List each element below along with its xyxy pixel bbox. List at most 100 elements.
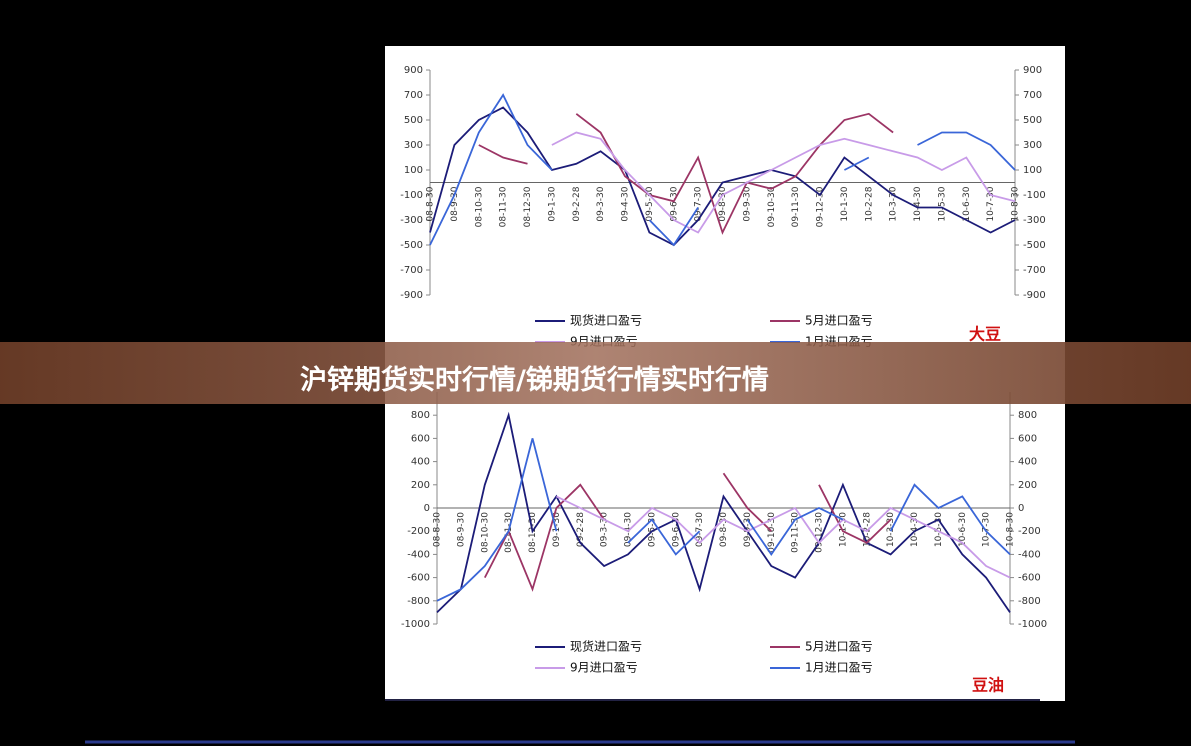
x-tick-label: 09-11-30 <box>791 512 801 553</box>
series-line <box>551 131 1016 234</box>
y-tick-label: -600 <box>407 573 430 584</box>
y2-tick-label: -100 <box>1023 190 1046 201</box>
y-tick-label: -100 <box>400 190 423 201</box>
x-tick-label: 09-10-30 <box>767 512 777 553</box>
x-tick-label: 09-7-30 <box>694 186 704 221</box>
y2-tick-label: -900 <box>1023 290 1046 301</box>
y-tick-label: -700 <box>400 265 423 276</box>
y2-tick-label: -800 <box>1018 596 1041 607</box>
x-tick-label: 09-9-30 <box>743 512 753 547</box>
y2-tick-label: 900 <box>1023 65 1042 76</box>
x-tick-label: 08-9-30 <box>456 512 466 547</box>
y2-tick-label: -600 <box>1018 573 1041 584</box>
x-tick-label: 09-10-30 <box>767 186 777 227</box>
banner-title: 沪锌期货实时行情/锑期货行情实时行情 <box>300 365 769 396</box>
x-tick-label: 10-1-30 <box>840 186 850 221</box>
chart-annotation: 豆油 <box>972 676 1004 695</box>
y-tick-label: -500 <box>400 240 423 251</box>
y-tick-label: 200 <box>411 480 430 491</box>
y-tick-label: -900 <box>400 290 423 301</box>
y2-tick-label: -500 <box>1023 240 1046 251</box>
y-tick-label: 800 <box>411 410 430 421</box>
x-tick-label: 10-2-28 <box>864 186 874 221</box>
series-line <box>436 411 1011 614</box>
x-tick-label: 10-8-30 <box>1006 512 1016 547</box>
x-tick-label: 09-6-30 <box>671 512 681 547</box>
y2-tick-label: -1000 <box>1018 619 1047 630</box>
x-tick-label: 08-12-30 <box>528 512 538 553</box>
series-line <box>429 93 1016 247</box>
x-tick-label: 08-8-30 <box>433 512 443 547</box>
series-line <box>556 495 1011 579</box>
x-tick-label: 09-1-30 <box>547 186 557 221</box>
x-tick-label: 08-10-30 <box>474 186 484 227</box>
y-tick-label: 100 <box>404 165 423 176</box>
chart-annotation: 大豆 <box>969 325 1001 344</box>
x-tick-label: 08-11-30 <box>499 186 509 227</box>
y2-tick-label: 700 <box>1023 90 1042 101</box>
banner: 沪锌期货实时行情/锑期货行情实时行情 <box>0 342 1191 404</box>
x-tick-label: 09-2-28 <box>572 186 582 221</box>
y2-tick-label: 800 <box>1018 410 1037 421</box>
x-tick-label: 08-12-30 <box>523 186 533 227</box>
y-tick-label: 400 <box>411 457 430 468</box>
x-tick-label: 09-6-30 <box>669 186 679 221</box>
x-tick-label: 10-7-30 <box>982 512 992 547</box>
x-tick-label: 09-4-30 <box>621 186 631 221</box>
x-tick-label: 09-2-28 <box>576 512 586 547</box>
x-tick-label: 09-4-30 <box>624 512 634 547</box>
y-tick-label: 300 <box>404 140 423 151</box>
x-tick-label: 10-8-30 <box>1011 186 1021 221</box>
x-tick-label: 08-8-30 <box>426 186 436 221</box>
x-tick-label: 09-12-30 <box>816 186 826 227</box>
y-tick-label: -800 <box>407 596 430 607</box>
y2-tick-label: 200 <box>1018 480 1037 491</box>
x-tick-label: 09-8-30 <box>719 512 729 547</box>
y2-tick-label: -700 <box>1023 265 1046 276</box>
x-tick-label: 09-3-30 <box>600 512 610 547</box>
y-tick-label: -1000 <box>401 619 430 630</box>
x-tick-label: 09-5-30 <box>647 512 657 547</box>
y2-tick-label: 400 <box>1018 457 1037 468</box>
x-tick-label: 10-4-30 <box>910 512 920 547</box>
x-tick-label: 10-7-30 <box>986 186 996 221</box>
legend-label: 9月进口盈亏 <box>570 661 638 675</box>
x-tick-label: 10-1-30 <box>838 512 848 547</box>
y2-tick-label: 300 <box>1023 140 1042 151</box>
x-tick-label: 10-4-30 <box>913 186 923 221</box>
legend-label: 1月进口盈亏 <box>805 661 873 675</box>
x-tick-label: 09-11-30 <box>791 186 801 227</box>
y2-tick-label: -200 <box>1018 526 1041 537</box>
y-tick-label: 0 <box>424 503 430 514</box>
x-tick-label: 09-9-30 <box>742 186 752 221</box>
y2-tick-label: -400 <box>1018 549 1041 560</box>
x-tick-label: 09-7-30 <box>695 512 705 547</box>
x-tick-label: 09-8-30 <box>718 186 728 221</box>
x-tick-label: 09-12-30 <box>815 512 825 553</box>
legend-label: 5月进口盈亏 <box>805 314 873 328</box>
y-tick-label: -400 <box>407 549 430 560</box>
legend-label: 现货进口盈亏 <box>570 313 642 328</box>
y-tick-label: 900 <box>404 65 423 76</box>
x-tick-label: 08-9-30 <box>450 186 460 221</box>
x-tick-label: 09-3-30 <box>596 186 606 221</box>
series-line <box>429 106 1016 247</box>
x-tick-label: 10-2-28 <box>862 512 872 547</box>
y-tick-label: -200 <box>407 526 430 537</box>
y2-tick-label: -300 <box>1023 215 1046 226</box>
x-tick-label: 10-6-30 <box>962 186 972 221</box>
y-tick-label: 600 <box>411 433 430 444</box>
legend-label: 5月进口盈亏 <box>805 640 873 654</box>
x-tick-label: 10-5-30 <box>934 512 944 547</box>
y-tick-label: 700 <box>404 90 423 101</box>
x-tick-label: 10-3-30 <box>889 186 899 221</box>
y-tick-label: -300 <box>400 215 423 226</box>
y2-tick-label: 500 <box>1023 115 1042 126</box>
y2-tick-label: 0 <box>1018 503 1024 514</box>
y2-tick-label: 100 <box>1023 165 1042 176</box>
y2-tick-label: 600 <box>1018 433 1037 444</box>
series-line <box>436 438 1011 602</box>
x-tick-label: 10-6-30 <box>958 512 968 547</box>
series-line <box>478 112 894 235</box>
